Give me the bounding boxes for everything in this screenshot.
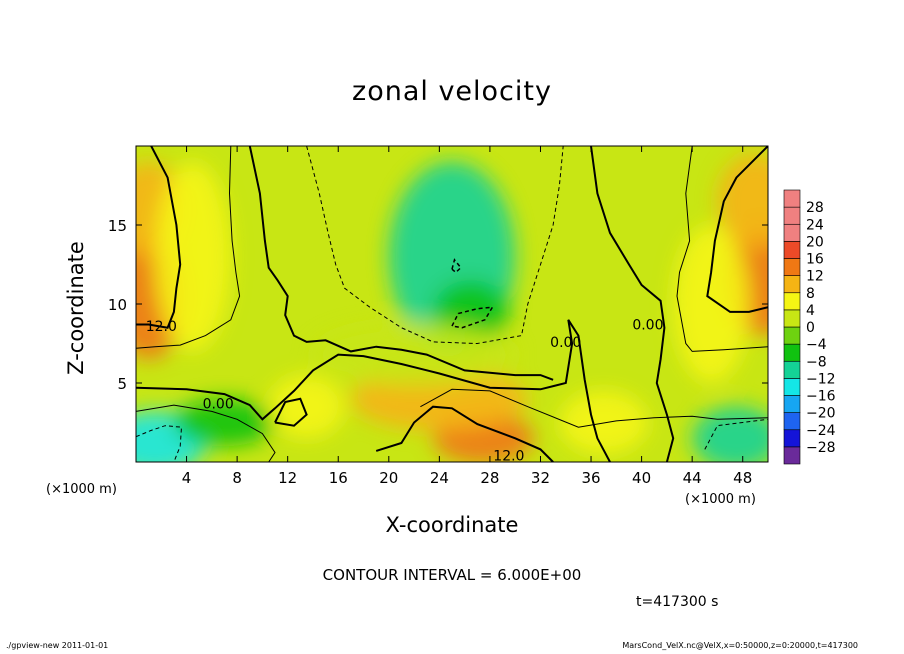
field-feature — [268, 375, 345, 439]
colorbar-cell — [783, 429, 801, 448]
colorbar-cell — [783, 343, 801, 362]
colorbar-label: 4 — [806, 303, 815, 319]
x-tick-label: 20 — [379, 469, 398, 487]
contour-line — [704, 418, 768, 450]
colorbar-cell — [783, 412, 801, 431]
contour-line — [451, 258, 462, 274]
field-feature — [173, 398, 276, 447]
y-tick-label: 5 — [117, 375, 127, 393]
contour-line — [136, 146, 182, 329]
x-tick-label: 36 — [581, 469, 600, 487]
colorbar-label: −4 — [806, 337, 827, 353]
field-feature — [692, 406, 768, 462]
colorbar-label: 28 — [806, 200, 824, 216]
colorbar-cell — [783, 206, 801, 225]
colorbar-label: −20 — [806, 406, 836, 422]
y-tick-label: 15 — [108, 217, 127, 235]
chart-title: zonal velocity — [352, 76, 552, 107]
x-tick-label: 12 — [278, 469, 297, 487]
x-tick-label: 32 — [531, 469, 550, 487]
colorbar-cell — [783, 326, 801, 345]
colorbar-label: 24 — [806, 217, 824, 233]
contour-line — [248, 146, 554, 381]
contour-line — [375, 405, 554, 462]
x-tick-label: 40 — [632, 469, 651, 487]
colorbar-cell — [783, 360, 801, 379]
contour-lines — [136, 146, 768, 462]
colorbar-cell — [783, 223, 801, 242]
y-axis: 5 10 15 — [108, 217, 768, 393]
field-feature — [673, 225, 750, 383]
field-feature — [717, 153, 768, 249]
x-axis-label: X-coordinate — [385, 513, 519, 537]
contour-line — [451, 306, 494, 329]
x-unit-left: (×1000 m) — [46, 482, 117, 497]
contour-line — [136, 319, 611, 462]
colorbar-label: −12 — [806, 371, 836, 387]
colorbar-cell — [783, 446, 801, 465]
colorbar-label: −28 — [806, 440, 836, 456]
colorbar-label: 20 — [806, 234, 824, 250]
x-tick-label: 4 — [182, 469, 192, 487]
colorbar-cell — [783, 309, 801, 328]
x-tick-label: 16 — [329, 469, 348, 487]
colorbar-cell — [783, 378, 801, 396]
colorbar-cell — [783, 189, 801, 208]
x-unit-right: (×1000 m) — [685, 492, 756, 507]
contour-line — [420, 388, 768, 428]
colorbar-label: 0 — [806, 320, 815, 336]
contour-line — [306, 146, 564, 345]
colorbar-cell — [783, 241, 801, 259]
x-tick-label: 48 — [733, 469, 752, 487]
colorbar-label: 8 — [806, 286, 815, 302]
velocity-field — [136, 146, 768, 462]
footer-left: ./gpview-new 2011-01-01 — [6, 641, 109, 650]
contour-line — [274, 397, 308, 427]
x-tick-label: 24 — [430, 469, 449, 487]
contour-label: 0.00 — [550, 335, 581, 351]
colorbar-cell — [783, 292, 801, 311]
contour-label: 0.00 — [203, 397, 234, 413]
contour-interval: CONTOUR INTERVAL = 6.000E+00 — [322, 566, 582, 584]
contour-label: 0.00 — [632, 318, 663, 334]
colorbar-label: −24 — [806, 423, 836, 439]
contour-label: 12.0 — [493, 449, 524, 465]
colorbar-cell — [783, 258, 801, 276]
colorbar-label: 16 — [806, 252, 824, 268]
contour-line — [590, 146, 675, 462]
colorbar-label: 12 — [806, 269, 824, 285]
y-tick-label: 10 — [108, 296, 127, 314]
contour-line — [706, 146, 768, 313]
x-tick-label: 8 — [232, 469, 242, 487]
colorbar-label: −8 — [806, 354, 827, 370]
x-tick-label: 28 — [480, 469, 499, 487]
colorbar-label: −16 — [806, 389, 836, 405]
contour-label: 12.0 — [146, 319, 177, 335]
footer-right: MarsCond_VelX.nc@VelX,x=0:50000,z=0:2000… — [622, 641, 858, 650]
colorbar-cell — [783, 395, 801, 413]
y-axis-label: Z-coordinate — [64, 241, 88, 375]
x-tick-label: 44 — [683, 469, 702, 487]
contour-line — [676, 146, 768, 352]
contour-line — [136, 404, 276, 462]
contour-line — [136, 146, 241, 349]
colorbar-cell — [783, 275, 801, 294]
x-axis: 4 8 12 16 20 24 28 32 36 40 44 48 — [182, 146, 752, 487]
contour-labels: 12.0 0.00 0.00 0.00 12.0 — [146, 318, 664, 465]
time-label: t=417300 s — [636, 594, 719, 610]
